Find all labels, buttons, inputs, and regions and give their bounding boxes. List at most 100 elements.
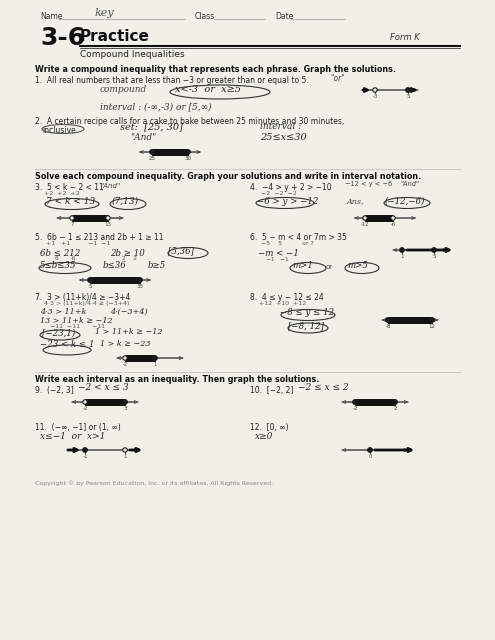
Circle shape (83, 448, 87, 452)
Circle shape (406, 88, 410, 92)
Text: Copyright © by Pearson Education, Inc. or its affiliates. All Rights Reserved.: Copyright © by Pearson Education, Inc. o… (35, 480, 273, 486)
Text: 6.  5 − m < 4 or 7m > 35: 6. 5 − m < 4 or 7m > 35 (250, 233, 347, 242)
Text: 13: 13 (104, 222, 111, 227)
Text: 12.  [0, ∞): 12. [0, ∞) (250, 423, 289, 432)
Circle shape (373, 88, 377, 92)
Text: key: key (95, 8, 115, 18)
Text: 4·3 > (11+k)/4·4 ≥ (−3+4): 4·3 > (11+k)/4·4 ≥ (−3+4) (40, 301, 129, 306)
Text: 5: 5 (432, 254, 436, 259)
Text: [−23,1): [−23,1) (42, 328, 75, 337)
Text: 13 > 11+k ≥ −12: 13 > 11+k ≥ −12 (40, 317, 113, 325)
Text: compound: compound (100, 85, 147, 94)
Text: 7 < k < 13: 7 < k < 13 (46, 197, 95, 206)
Text: −5    5          or ?: −5 5 or ? (255, 241, 314, 246)
Circle shape (432, 248, 436, 252)
Text: 0: 0 (368, 454, 372, 459)
Text: 4·(−3+4): 4·(−3+4) (110, 308, 148, 316)
Text: −2 ≤ x ≤ 2: −2 ≤ x ≤ 2 (298, 383, 348, 392)
Text: 12: 12 (429, 324, 436, 329)
Text: 7.  3 > (11+k)/4 ≥ −3+4: 7. 3 > (11+k)/4 ≥ −3+4 (35, 293, 130, 302)
Circle shape (123, 400, 127, 404)
Text: -2: -2 (82, 406, 88, 411)
Text: -6: -6 (391, 222, 396, 227)
Text: 2.  A certain recipe calls for a cake to bake between 25 minutes and 30 minutes,: 2. A certain recipe calls for a cake to … (35, 117, 344, 126)
Circle shape (386, 318, 390, 322)
Text: 10.  [−2, 2]: 10. [−2, 2] (250, 386, 294, 395)
Text: or: or (326, 264, 333, 270)
Text: 1.  All real numbers that are less than −3 or greater than or equal to 5.: 1. All real numbers that are less than −… (35, 76, 309, 85)
Text: 3.  5 < k − 2 < 11: 3. 5 < k − 2 < 11 (35, 183, 104, 192)
Circle shape (123, 356, 127, 360)
Text: −2 < x ≤ 3: −2 < x ≤ 3 (78, 383, 129, 392)
Text: x≥0: x≥0 (255, 432, 273, 441)
Text: 5: 5 (406, 94, 410, 99)
Text: -2: -2 (352, 406, 358, 411)
Text: -3: -3 (372, 94, 378, 99)
Text: 1 > 11+k ≥ −12: 1 > 11+k ≥ −12 (95, 328, 162, 336)
Text: inclusive.: inclusive. (42, 126, 78, 135)
Circle shape (393, 400, 397, 404)
Text: 6b ≤ 212: 6b ≤ 212 (40, 249, 80, 258)
Text: interval :: interval : (260, 122, 301, 131)
Circle shape (368, 448, 372, 452)
Text: interval : (-∞,-3) or [5,∞): interval : (-∞,-3) or [5,∞) (100, 102, 212, 111)
Text: 1: 1 (153, 362, 157, 367)
Text: 3-6: 3-6 (40, 26, 85, 50)
Text: -8: -8 (385, 324, 391, 329)
Text: (−12,−6): (−12,−6) (385, 197, 426, 206)
Circle shape (400, 248, 404, 252)
Text: Name: Name (40, 12, 62, 21)
Text: −23 < k ≤ 1: −23 < k ≤ 1 (40, 340, 95, 349)
Text: Ans,: Ans, (347, 197, 364, 205)
Text: +12  +10  +12: +12 +10 +12 (255, 301, 306, 306)
Circle shape (353, 400, 357, 404)
Text: +1   +1         −1  −1: +1 +1 −1 −1 (40, 241, 110, 246)
Text: m>5: m>5 (347, 261, 368, 270)
Circle shape (123, 448, 127, 452)
Text: b≤36: b≤36 (103, 261, 127, 270)
Text: Solve each compound inequality. Graph your solutions and write in interval notat: Solve each compound inequality. Graph yo… (35, 172, 421, 181)
Circle shape (88, 278, 92, 282)
Text: 5: 5 (88, 284, 92, 289)
Circle shape (138, 278, 142, 282)
Text: "And": "And" (100, 183, 120, 189)
Circle shape (153, 356, 157, 360)
Text: −12 < y < −6: −12 < y < −6 (345, 181, 392, 187)
Text: −m < −1: −m < −1 (258, 249, 299, 258)
Text: x<-3  or  x≥5: x<-3 or x≥5 (175, 85, 241, 94)
Text: −8 ≤ y ≤ 12: −8 ≤ y ≤ 12 (280, 308, 334, 317)
Text: Practice: Practice (80, 29, 150, 44)
Text: Class: Class (195, 12, 215, 21)
Text: −2  −2  −2: −2 −2 −2 (255, 191, 297, 196)
Text: set:  [25, 30]: set: [25, 30] (120, 122, 183, 131)
Text: m>1: m>1 (292, 261, 313, 270)
Text: 25: 25 (148, 156, 155, 161)
Circle shape (106, 216, 110, 220)
Text: 11.  (−∞, −1] or (1, ∞): 11. (−∞, −1] or (1, ∞) (35, 423, 121, 432)
Text: -12: -12 (361, 222, 369, 227)
Circle shape (430, 318, 434, 322)
Text: 1: 1 (400, 254, 404, 259)
Text: [5,36]: [5,36] (168, 246, 194, 255)
Text: 3: 3 (123, 406, 127, 411)
Text: 2b ≥ 10: 2b ≥ 10 (110, 249, 145, 258)
Text: 5.  6b − 1 ≤ 213 and 2b + 1 ≥ 11: 5. 6b − 1 ≤ 213 and 2b + 1 ≥ 11 (35, 233, 163, 242)
Circle shape (150, 150, 154, 154)
Text: −11  −11      −11: −11 −11 −11 (50, 324, 105, 329)
Text: 8.  4 ≤ y − 12 ≤ 24: 8. 4 ≤ y − 12 ≤ 24 (250, 293, 324, 302)
Text: 2: 2 (393, 406, 397, 411)
Text: Compound Inequalities: Compound Inequalities (80, 50, 185, 59)
Text: [−8, 12]: [−8, 12] (288, 321, 324, 330)
Text: −6 > y > −12: −6 > y > −12 (257, 197, 318, 206)
Text: −1   −1: −1 −1 (266, 257, 289, 262)
Text: "or": "or" (330, 74, 345, 83)
Text: -1: -1 (82, 454, 88, 459)
Text: "And": "And" (400, 181, 419, 187)
Text: 30: 30 (185, 156, 192, 161)
Text: b≥5: b≥5 (148, 261, 166, 270)
Text: -2: -2 (122, 362, 128, 367)
Text: 1: 1 (123, 454, 127, 459)
Text: "And": "And" (130, 133, 156, 142)
Text: x≤−1  or  x>1: x≤−1 or x>1 (40, 432, 105, 441)
Text: 1 > k ≥ −23: 1 > k ≥ −23 (100, 340, 150, 348)
